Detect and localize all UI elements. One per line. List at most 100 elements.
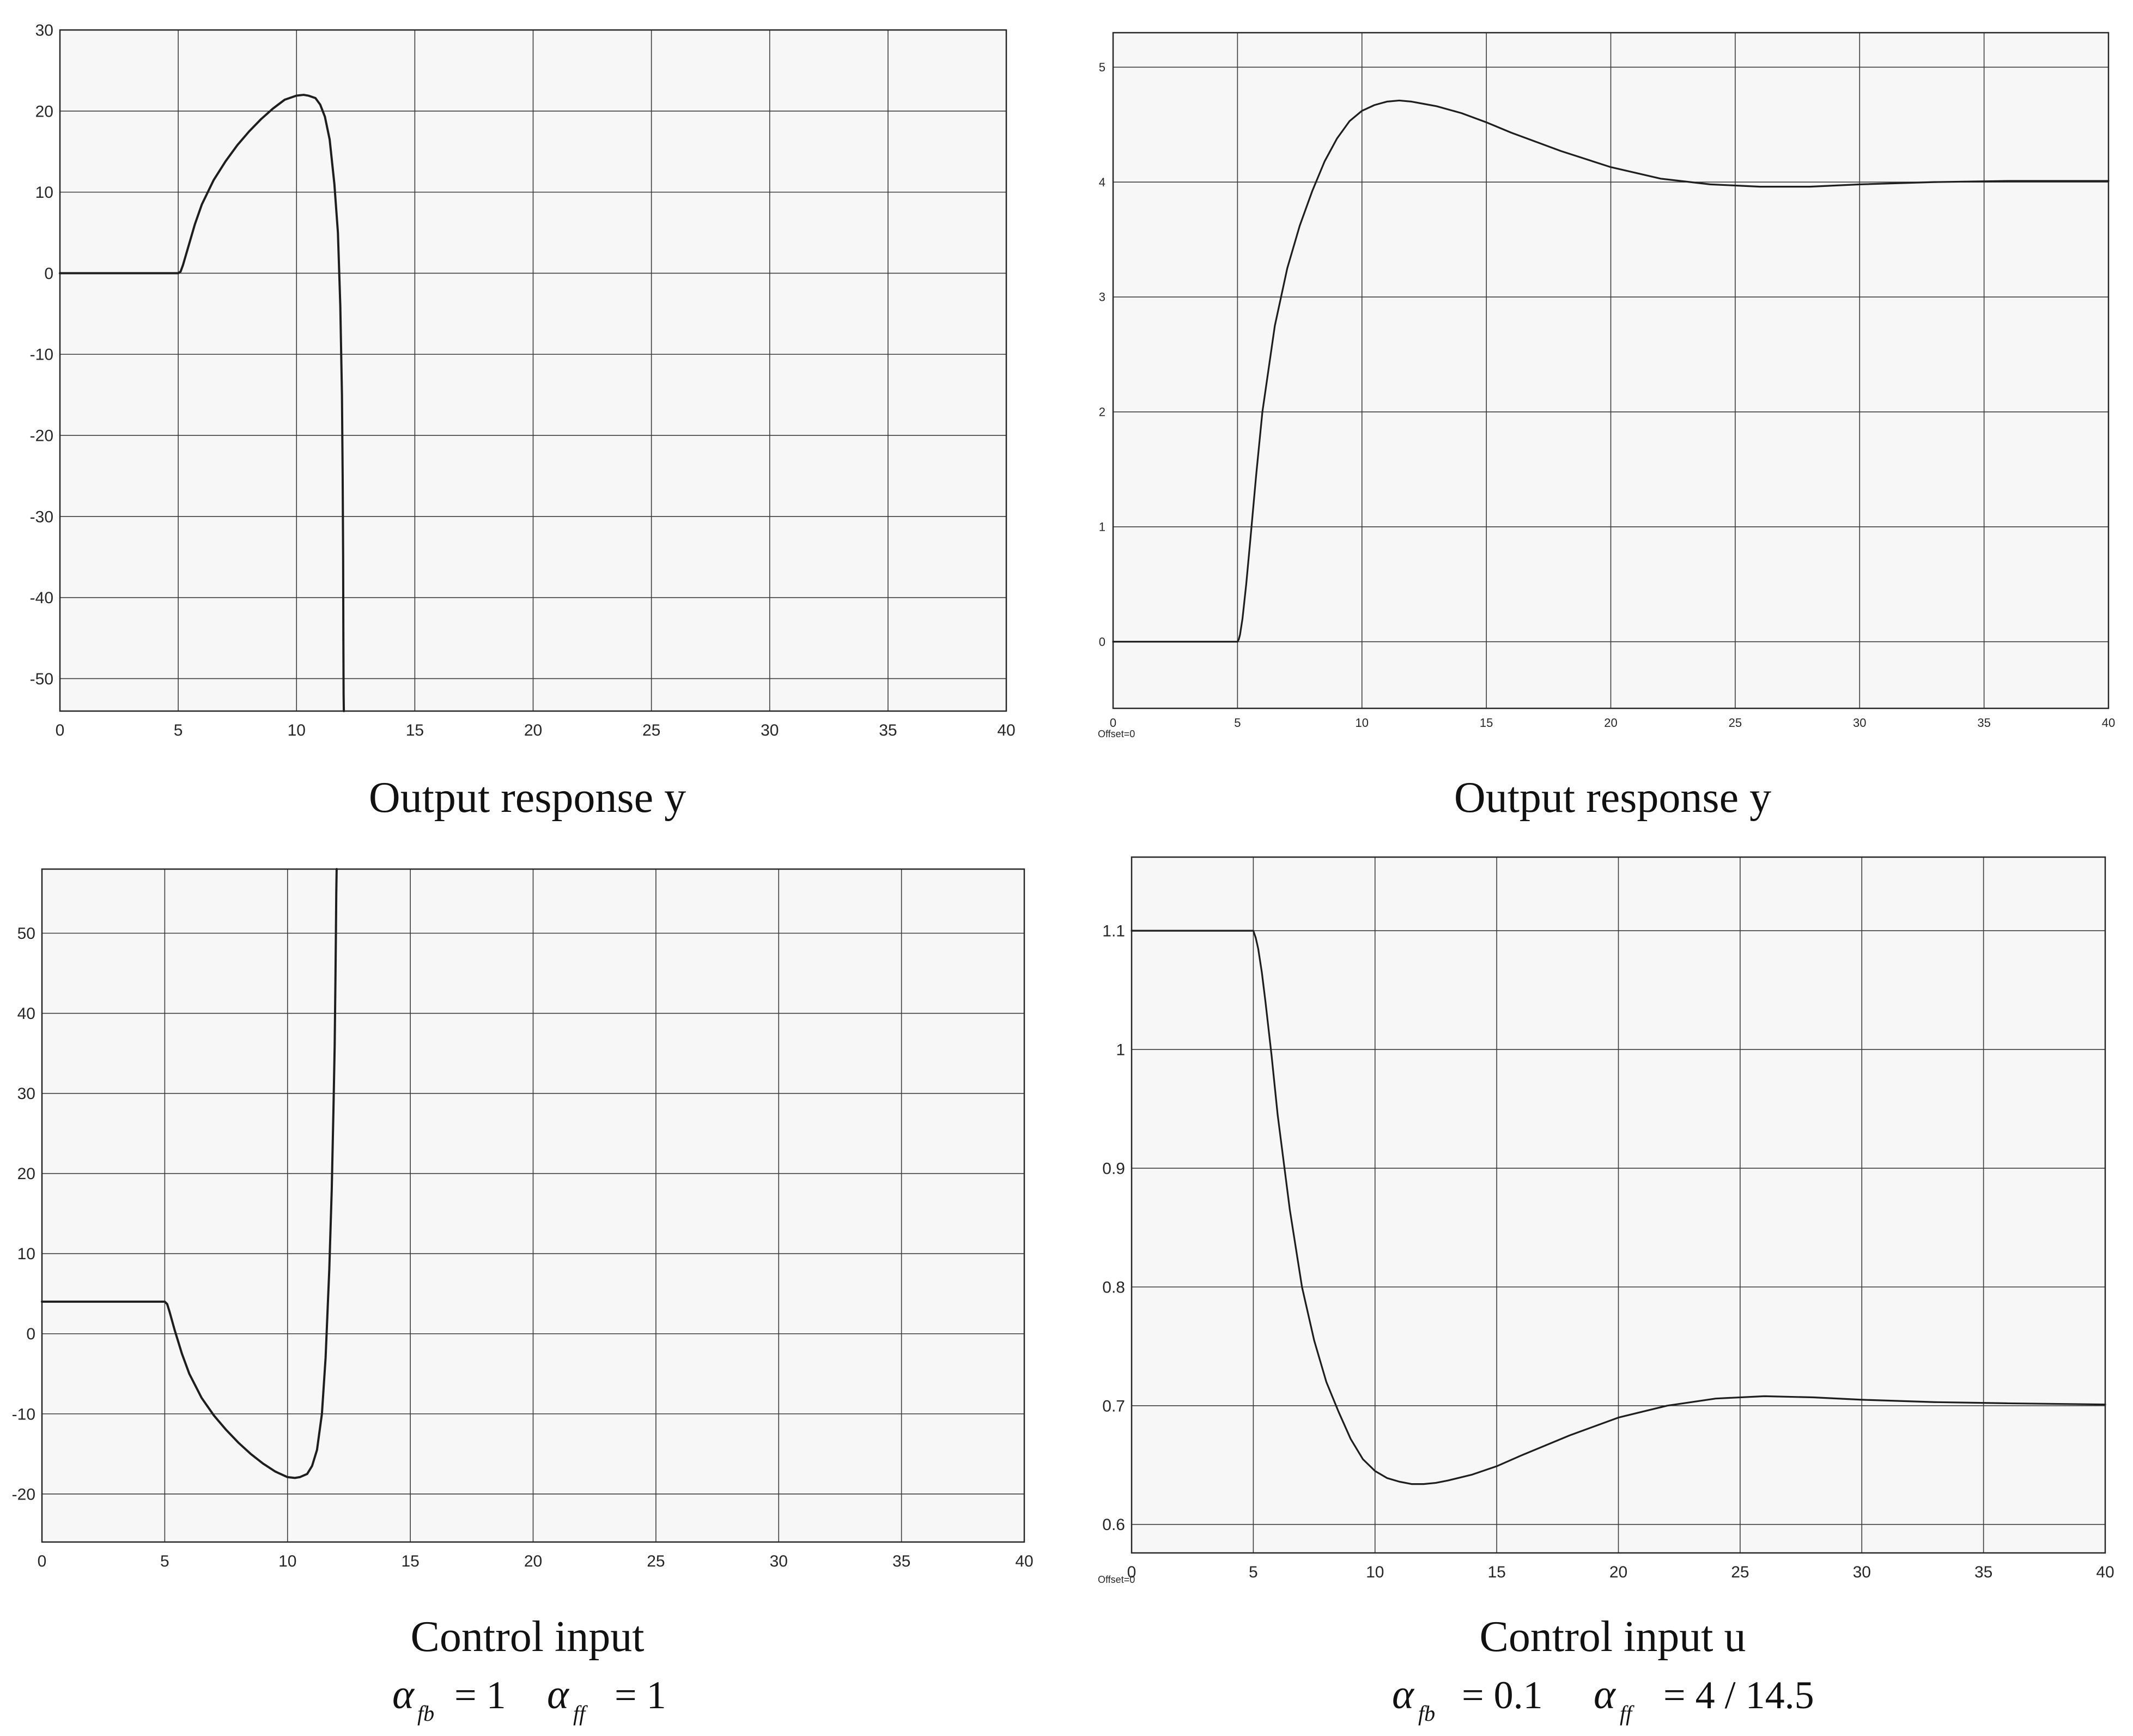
chart-caption: Control input <box>411 1613 645 1661</box>
y-tick-label: 0.6 <box>1102 1516 1125 1534</box>
offset-label: Offset=0 <box>1098 1574 1135 1585</box>
alpha-ff-symbol: α <box>1594 1672 1617 1717</box>
y-tick-label: 0.9 <box>1102 1160 1125 1177</box>
alpha-equation: α fb = 1 α ff = 1 <box>392 1672 666 1726</box>
x-tick-label: 10 <box>1356 716 1369 730</box>
y-tick-label: -30 <box>30 508 53 526</box>
x-tick-label: 0 <box>56 721 65 739</box>
y-tick-label: 4 <box>1099 175 1105 189</box>
x-tick-label: 15 <box>1487 1563 1505 1581</box>
plot-area: 0 5 10 15 20 25 30 35 40 50 40 30 20 10 0 -10 -20 <box>12 868 1034 1570</box>
x-tick-label: 30 <box>1853 1563 1871 1581</box>
x-tick-label: 0 <box>1127 1563 1137 1581</box>
x-tick-label: 0 <box>38 1552 47 1570</box>
x-tick-label: 40 <box>2096 1563 2114 1581</box>
y-tick-label: -10 <box>12 1405 35 1423</box>
chart-bottom-right-control-input: 0 5 10 15 20 25 30 35 40 1.1 1 0.9 0.8 0.7 0.6 Offset=… <box>1098 856 2114 1726</box>
plot-frame <box>1112 32 2110 709</box>
x-tick-label: 20 <box>524 721 542 739</box>
x-tick-label: 40 <box>2102 716 2115 730</box>
x-tick-label: 15 <box>1480 716 1493 730</box>
y-tick-label: 30 <box>17 1085 35 1103</box>
alpha-fb-subscript: fb <box>417 1701 434 1726</box>
x-tick-label: 20 <box>1604 716 1617 730</box>
x-tick-label: 25 <box>1729 716 1742 730</box>
plot-frame <box>1131 856 2106 1554</box>
x-tick-label: 35 <box>1977 716 1990 730</box>
x-tick-label: 35 <box>1974 1563 1992 1581</box>
x-tick-label: 40 <box>1015 1552 1033 1570</box>
plot-area: 0 5 10 15 20 25 30 35 40 0 1 2 3 4 5 <box>1099 32 2115 730</box>
alpha-ff-value: = 1 <box>615 1673 666 1717</box>
chart-caption: Output response y <box>369 774 686 822</box>
plot-area: 0 5 10 15 20 25 30 35 40 1.1 1 0.9 0.8 0.7 0.6 <box>1102 856 2114 1581</box>
x-tick-label: 30 <box>770 1552 788 1570</box>
alpha-ff-value: = 4 / 14.5 <box>1663 1673 1814 1717</box>
plot-frame <box>41 868 1025 1543</box>
x-tick-label: 5 <box>1234 716 1241 730</box>
y-tick-label: 5 <box>1099 60 1105 74</box>
x-tick-label: 20 <box>524 1552 542 1570</box>
series-line-u <box>41 868 338 1479</box>
plot-frame <box>59 29 1007 712</box>
series-line-y <box>1112 99 2110 643</box>
y-tick-label: -50 <box>30 670 53 688</box>
y-tick-label: 10 <box>17 1245 35 1263</box>
alpha-fb-symbol: α <box>1392 1672 1415 1717</box>
x-tick-label: 25 <box>1731 1563 1749 1581</box>
x-tick-label: 25 <box>642 721 660 739</box>
offset-label: Offset=0 <box>1098 729 1135 739</box>
y-tick-label: 1.1 <box>1102 922 1125 940</box>
y-tick-label: -20 <box>30 427 53 445</box>
alpha-fb-value: = 1 <box>454 1673 506 1717</box>
y-tick-label: 40 <box>17 1005 35 1023</box>
y-tick-label: -40 <box>30 589 53 607</box>
x-tick-label: 10 <box>1366 1563 1384 1581</box>
x-tick-label: 35 <box>879 721 897 739</box>
y-tick-label: 0 <box>44 265 53 283</box>
y-tick-label: 0 <box>1099 635 1105 648</box>
y-tick-label: 1 <box>1099 520 1105 534</box>
y-tick-label: 1 <box>1116 1041 1125 1059</box>
x-tick-label: 10 <box>288 721 306 739</box>
alpha-ff-symbol: α <box>547 1672 570 1717</box>
chart-top-left-output-response: 0 5 10 15 20 25 30 35 40 30 20 10 0 -10 -20 -30 -40 -50 O… <box>30 22 1016 822</box>
x-tick-label: 20 <box>1609 1563 1627 1581</box>
y-tick-label: 0.8 <box>1102 1278 1125 1296</box>
y-tick-label: -10 <box>30 346 53 364</box>
alpha-equation: α fb = 0.1 α ff = 4 / 14.5 <box>1392 1672 1814 1726</box>
x-tick-label: 15 <box>406 721 424 739</box>
series-line-y <box>59 94 345 712</box>
y-tick-label: 50 <box>17 925 35 943</box>
chart-bottom-left-control-input: 0 5 10 15 20 25 30 35 40 50 40 30 20 10 0 -10 -20 Contro… <box>12 868 1034 1726</box>
series-line-u <box>1131 930 2106 1485</box>
x-tick-label: 25 <box>647 1552 665 1570</box>
x-tick-label: 10 <box>278 1552 296 1570</box>
y-tick-label: 0 <box>26 1325 35 1343</box>
x-tick-label: 0 <box>1110 716 1116 730</box>
x-tick-label: 15 <box>401 1552 419 1570</box>
y-tick-label: 3 <box>1099 290 1105 304</box>
alpha-fb-subscript: fb <box>1418 1701 1435 1726</box>
x-tick-label: 5 <box>174 721 183 739</box>
alpha-fb-value: = 0.1 <box>1462 1673 1543 1717</box>
y-tick-label: 20 <box>17 1165 35 1183</box>
y-tick-label: 20 <box>35 102 53 120</box>
y-tick-label: 2 <box>1099 405 1105 419</box>
x-tick-label: 5 <box>160 1552 169 1570</box>
x-tick-label: 30 <box>1853 716 1866 730</box>
y-tick-label: 30 <box>35 22 53 40</box>
chart-top-right-output-response: 0 5 10 15 20 25 30 35 40 0 1 2 3 4 5 Offset=0 Output r… <box>1098 32 2115 822</box>
x-tick-label: 40 <box>997 721 1015 739</box>
alpha-fb-symbol: α <box>392 1672 415 1717</box>
y-tick-label: -20 <box>12 1485 35 1503</box>
x-tick-label: 35 <box>892 1552 910 1570</box>
x-tick-label: 5 <box>1249 1563 1258 1581</box>
x-tick-label: 30 <box>761 721 779 739</box>
plot-area: 0 5 10 15 20 25 30 35 40 30 20 10 0 -10 -20 -30 -40 -50 <box>30 22 1016 740</box>
y-tick-label: 10 <box>35 184 53 202</box>
chart-caption: Control input u <box>1480 1613 1746 1661</box>
y-tick-label: 0.7 <box>1102 1397 1125 1415</box>
chart-caption: Output response y <box>1454 774 1771 822</box>
